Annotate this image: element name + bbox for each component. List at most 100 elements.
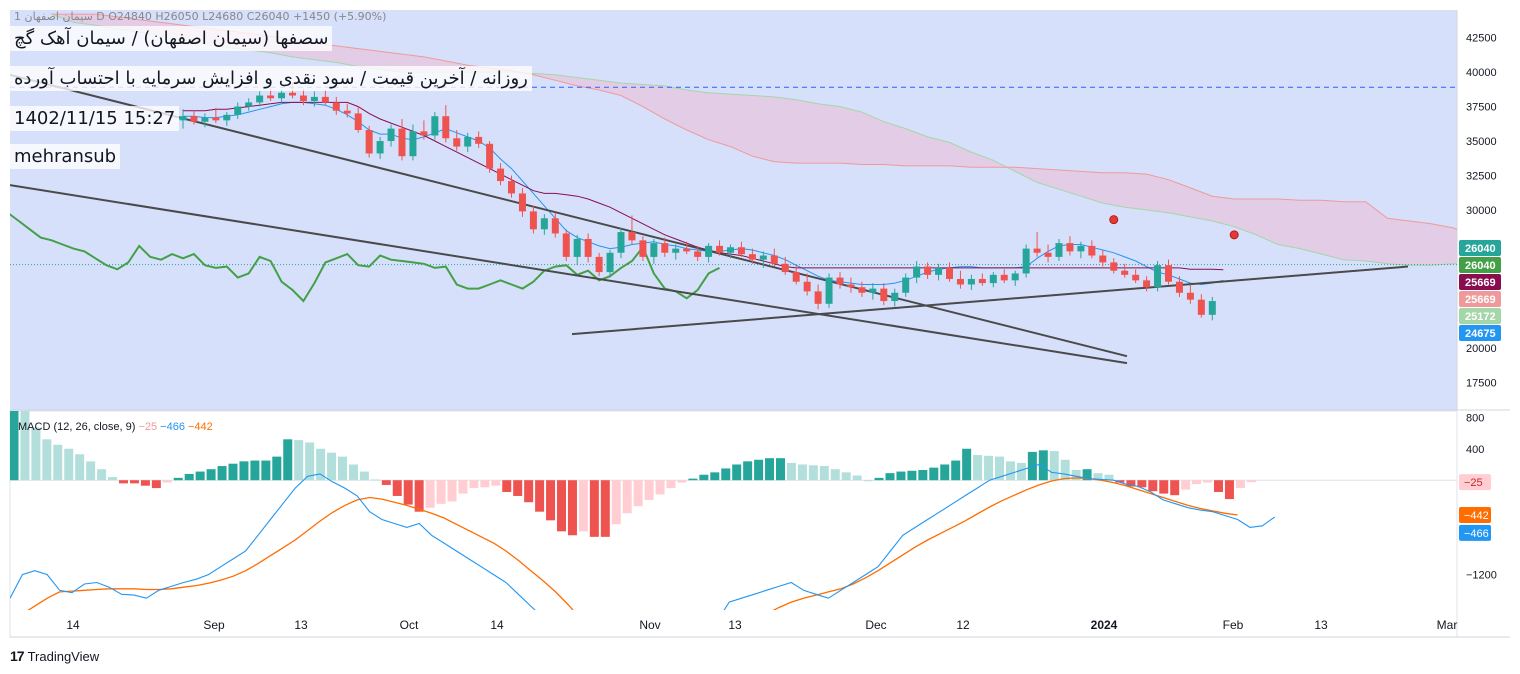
macd-histogram-bar: [546, 480, 556, 521]
candle-body: [278, 92, 286, 99]
macd-label-text: −466: [1464, 528, 1489, 540]
candle-body: [661, 243, 669, 253]
macd-histogram-bar: [644, 480, 654, 500]
macd-histogram-bar: [294, 440, 304, 481]
time-tick: Feb: [1223, 618, 1244, 632]
macd-histogram-bar: [589, 480, 599, 537]
macd-histogram-bar: [119, 480, 128, 484]
candle: [464, 132, 472, 153]
macd-histogram-bar: [206, 469, 216, 481]
macd-histogram-bar: [732, 464, 742, 481]
candle: [562, 229, 570, 262]
macd-histogram-bar: [710, 472, 720, 481]
macd-label-box: [1459, 474, 1491, 491]
candle: [1066, 236, 1074, 256]
candle: [956, 270, 964, 289]
macd-histogram-bar: [1016, 462, 1026, 481]
macd-histogram-bar: [381, 480, 391, 485]
price-label-box: [1459, 291, 1501, 307]
price-label-text: 25669: [1465, 277, 1496, 289]
macd-histogram-bar: [239, 461, 249, 481]
candle-body: [1088, 245, 1096, 256]
price-label-box: [1459, 325, 1501, 341]
candle: [595, 252, 603, 277]
macd-legend-title: MACD (12, 26, close, 9): [18, 421, 138, 433]
candle: [453, 130, 461, 151]
tradingview-logo[interactable]: 17 TradingView: [10, 648, 99, 664]
price-label-box: [1459, 240, 1501, 256]
candle-body: [1186, 292, 1194, 300]
macd-histogram-bar: [403, 480, 413, 505]
macd-histogram-bar: [1027, 451, 1037, 481]
candle: [201, 113, 209, 128]
candle: [420, 120, 428, 140]
candle-body: [409, 131, 417, 157]
candle: [1175, 276, 1183, 297]
macd-histogram-bar: [31, 427, 41, 481]
candle-body: [529, 211, 537, 230]
candle: [836, 272, 844, 289]
macd-histogram-bar: [962, 448, 972, 481]
candle: [223, 112, 231, 126]
macd-scale[interactable]: 800 400 −1200 −25 −442 −466: [1459, 412, 1497, 582]
tradingview-brand: TradingView: [27, 648, 100, 664]
candle: [1022, 244, 1030, 278]
candle-body: [781, 263, 789, 273]
candle-body: [1132, 274, 1140, 281]
candle-body: [310, 96, 318, 102]
candle-body: [1175, 281, 1183, 293]
time-tick: 14: [66, 618, 80, 632]
time-axis: 14 Sep 13 Oct 14 Nov 13 Dec 12 2024 Feb 13 Mar: [10, 618, 1510, 638]
candle: [661, 237, 669, 257]
price-label-box: [1459, 257, 1501, 273]
macd-histogram-bar: [1159, 480, 1169, 494]
candle-body: [518, 193, 526, 212]
candle-body: [1110, 262, 1118, 271]
macd-histogram-bar: [97, 469, 107, 481]
macd-histogram-bar: [283, 439, 293, 481]
candle-body: [1165, 265, 1172, 282]
candle: [1000, 269, 1008, 284]
macd-histogram-bar: [392, 480, 402, 496]
candle: [683, 241, 691, 255]
candle: [639, 236, 647, 262]
macd-histogram-bar: [42, 439, 52, 481]
macd-label-box: [1459, 524, 1491, 541]
chart-datetime: 1402/11/15 15:27: [10, 106, 180, 131]
candle-body: [387, 128, 395, 142]
candle-body: [486, 143, 494, 169]
macd-histogram-bar: [64, 448, 74, 481]
candle-body: [321, 96, 329, 103]
candle: [902, 273, 910, 297]
macd-histogram-bar: [327, 452, 337, 481]
candle-body: [1077, 245, 1085, 252]
price-tick: 35000: [1466, 136, 1497, 148]
candle: [387, 124, 395, 147]
candle: [190, 110, 198, 125]
macd-histogram-bar: [1203, 480, 1213, 483]
candle-body: [551, 218, 559, 234]
candle: [1055, 238, 1063, 262]
candle: [946, 262, 953, 282]
macd-histogram-bar: [469, 480, 479, 489]
macd-pane[interactable]: MACD (12, 26, close, 9) −25 −466 −442: [9, 407, 1458, 674]
price-scale[interactable]: 42500 40000 37500 35000 32500 30000 20000 17500…: [1459, 33, 1501, 390]
macd-histogram-bar: [754, 459, 764, 481]
candle-body: [595, 256, 603, 273]
candle: [299, 88, 307, 106]
macd-histogram-bar: [765, 458, 775, 481]
time-tick: 2024: [1091, 618, 1118, 632]
chart-subtitle: روزانه / آخرین قیمت / سود نقدی و افزایش …: [10, 66, 532, 91]
macd-histogram-bar: [305, 442, 315, 481]
price-tick: 37500: [1466, 102, 1497, 114]
time-tick: 13: [728, 618, 742, 632]
candle-body: [1197, 299, 1205, 315]
macd-histogram-bar: [20, 411, 30, 481]
macd-histogram-bar: [162, 480, 172, 483]
candle-body: [442, 116, 450, 139]
candle: [1154, 261, 1162, 292]
macd-histogram-bar: [480, 480, 490, 488]
macd-histogram-bar: [272, 456, 282, 481]
candle: [781, 256, 789, 275]
